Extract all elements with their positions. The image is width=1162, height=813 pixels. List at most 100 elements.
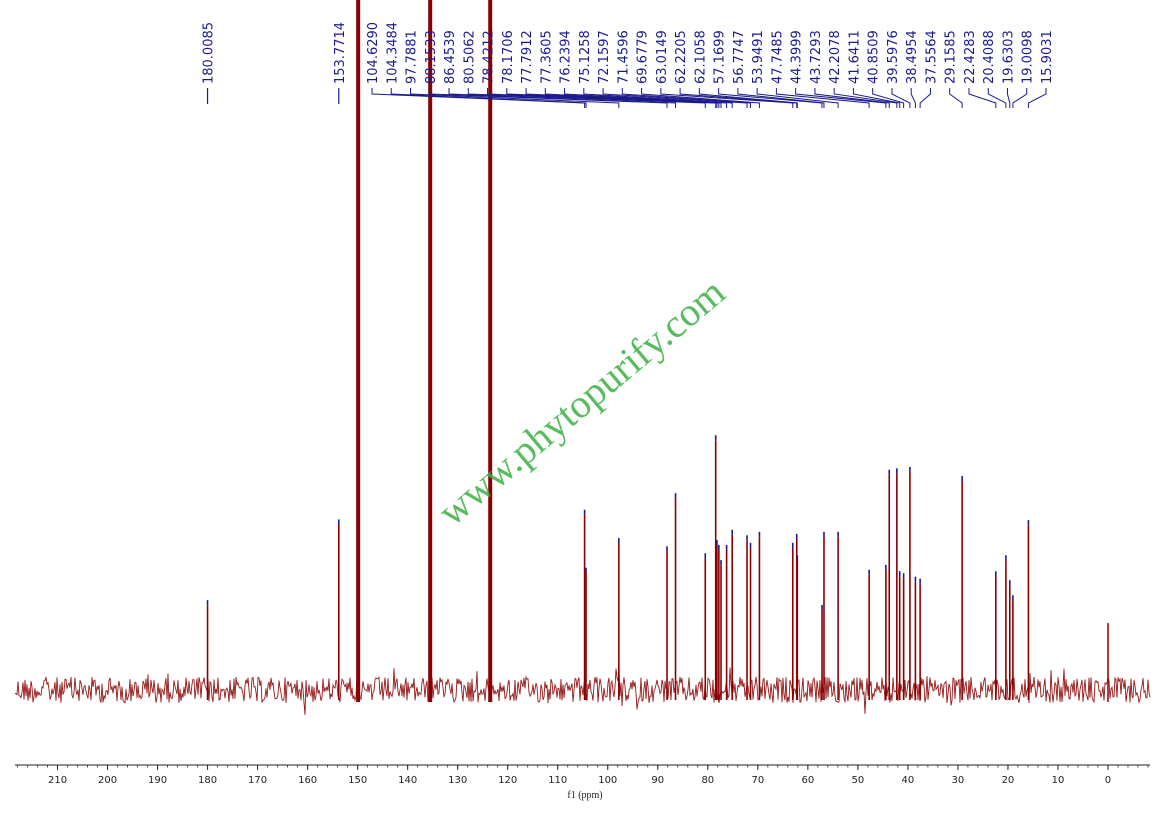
peak-label: 104.6290 bbox=[366, 22, 381, 84]
peak-label: 39.5976 bbox=[886, 30, 901, 84]
peak-label: 22.4283 bbox=[963, 30, 978, 84]
x-tick-label: 90 bbox=[651, 775, 664, 786]
x-tick-label: 40 bbox=[902, 775, 915, 786]
leader-line bbox=[602, 88, 748, 108]
peak-label: 63.0149 bbox=[655, 30, 670, 84]
x-tick-label: 70 bbox=[751, 775, 764, 786]
x-tick-label: 170 bbox=[248, 775, 267, 786]
baseline-noise bbox=[14, 667, 1151, 715]
x-axis: 210 200 190 180 170 160 150 140 130 120 110 100 90 80… bbox=[15, 764, 1150, 786]
x-tick-label: 190 bbox=[148, 775, 167, 786]
peak-label: 37.5564 bbox=[924, 30, 939, 84]
peak-label: 88.1533 bbox=[424, 30, 439, 84]
peak-label: 15.9031 bbox=[1040, 30, 1055, 84]
leader-line bbox=[775, 88, 870, 108]
x-tick-label: 100 bbox=[598, 775, 617, 786]
leader-line bbox=[621, 88, 752, 108]
leader-line bbox=[564, 88, 728, 108]
x-tick-label: 30 bbox=[952, 775, 965, 786]
x-tick-label: 10 bbox=[1052, 775, 1065, 786]
peak-label: 57.1699 bbox=[713, 30, 728, 84]
peak-label: 19.0098 bbox=[1021, 30, 1036, 84]
leader-line bbox=[814, 88, 890, 108]
peak-label: 153.7714 bbox=[333, 22, 348, 84]
x-tick-label: 60 bbox=[801, 775, 814, 786]
peak-label: 38.4954 bbox=[905, 30, 920, 84]
peaks bbox=[206, 0, 1109, 702]
leader-line bbox=[390, 88, 587, 108]
leader-line bbox=[756, 88, 839, 108]
peak-label: 77.3605 bbox=[539, 30, 554, 84]
x-tick-label: 200 bbox=[98, 775, 117, 786]
peak-label: 43.7293 bbox=[809, 30, 824, 84]
leader-line bbox=[1012, 88, 1028, 108]
peak-label: 71.4596 bbox=[616, 30, 631, 84]
leader-line bbox=[641, 88, 760, 108]
noise-trace bbox=[14, 667, 1151, 715]
peak-label: 20.4088 bbox=[982, 30, 997, 84]
peak-label: 78.4212 bbox=[482, 30, 497, 84]
leader-line bbox=[833, 88, 898, 108]
peak-label: 76.2394 bbox=[559, 30, 574, 84]
leader-line bbox=[410, 88, 620, 108]
x-tick-label: 120 bbox=[498, 775, 517, 786]
peak-label: 47.7485 bbox=[770, 30, 785, 84]
peak-label: 62.2205 bbox=[674, 30, 689, 84]
x-tick-label: 80 bbox=[701, 775, 714, 786]
leader-line bbox=[1006, 88, 1011, 108]
x-tick-label: 50 bbox=[852, 775, 865, 786]
peak-label: 80.5062 bbox=[462, 30, 477, 84]
leader-line bbox=[872, 88, 905, 108]
leader-line bbox=[429, 88, 668, 108]
x-tick-label: 150 bbox=[348, 775, 367, 786]
leader-line bbox=[660, 88, 794, 108]
peak-label: 72.1597 bbox=[597, 30, 612, 84]
peak-label: 41.6411 bbox=[847, 30, 862, 84]
peak-label: 19.6303 bbox=[1001, 30, 1016, 84]
x-tick-label: 160 bbox=[298, 775, 317, 786]
x-axis-label: f1 (ppm) bbox=[567, 790, 602, 801]
peak-label: 75.1258 bbox=[578, 30, 593, 84]
x-tick-label: 140 bbox=[398, 775, 417, 786]
x-tick-label: 20 bbox=[1002, 775, 1015, 786]
watermark: www.phytopurify.com bbox=[429, 269, 733, 534]
leader-line bbox=[525, 88, 720, 108]
leader-line bbox=[448, 88, 677, 108]
leader-line bbox=[718, 88, 823, 108]
peak-label: 97.7881 bbox=[405, 30, 420, 84]
leader-line bbox=[910, 88, 916, 108]
leader-line bbox=[891, 88, 911, 108]
leader-line bbox=[968, 88, 997, 108]
peak-label: 62.1058 bbox=[693, 30, 708, 84]
peak-label: 53.9491 bbox=[751, 30, 766, 84]
peak-label: 69.6779 bbox=[636, 30, 651, 84]
peak-label: 78.1706 bbox=[501, 30, 516, 84]
leader-line bbox=[583, 88, 733, 108]
leader-line bbox=[1027, 88, 1047, 108]
leader-line bbox=[679, 88, 798, 108]
x-tick-label: 110 bbox=[548, 775, 567, 786]
peak-label: 77.7912 bbox=[520, 30, 535, 84]
peak-label: 180.0085 bbox=[202, 22, 217, 84]
leader-line bbox=[852, 88, 901, 108]
x-tick-label: 210 bbox=[48, 775, 67, 786]
x-tick-label: 180 bbox=[198, 775, 217, 786]
peak-label: 86.4539 bbox=[443, 30, 458, 84]
leader-line bbox=[544, 88, 722, 108]
leader-line bbox=[919, 88, 931, 108]
peak-label: 42.2078 bbox=[828, 30, 843, 84]
x-tick-label: 130 bbox=[448, 775, 467, 786]
peak-labels: 180.0085 153.7714 104.6290 104.3484 97.7881 8… bbox=[202, 22, 1055, 108]
peak-label: 104.3484 bbox=[385, 22, 400, 84]
peak-label: 44.3999 bbox=[790, 30, 805, 84]
peak-label: 40.8509 bbox=[867, 30, 882, 84]
leader-line bbox=[987, 88, 1007, 108]
x-tick-label: 0 bbox=[1105, 775, 1111, 786]
leader-line bbox=[698, 88, 798, 108]
leader-line bbox=[795, 88, 887, 108]
leader-line bbox=[737, 88, 825, 108]
peak-label: 56.7747 bbox=[732, 30, 747, 84]
leader-line bbox=[467, 88, 706, 108]
peak-label: 29.1585 bbox=[944, 30, 959, 84]
